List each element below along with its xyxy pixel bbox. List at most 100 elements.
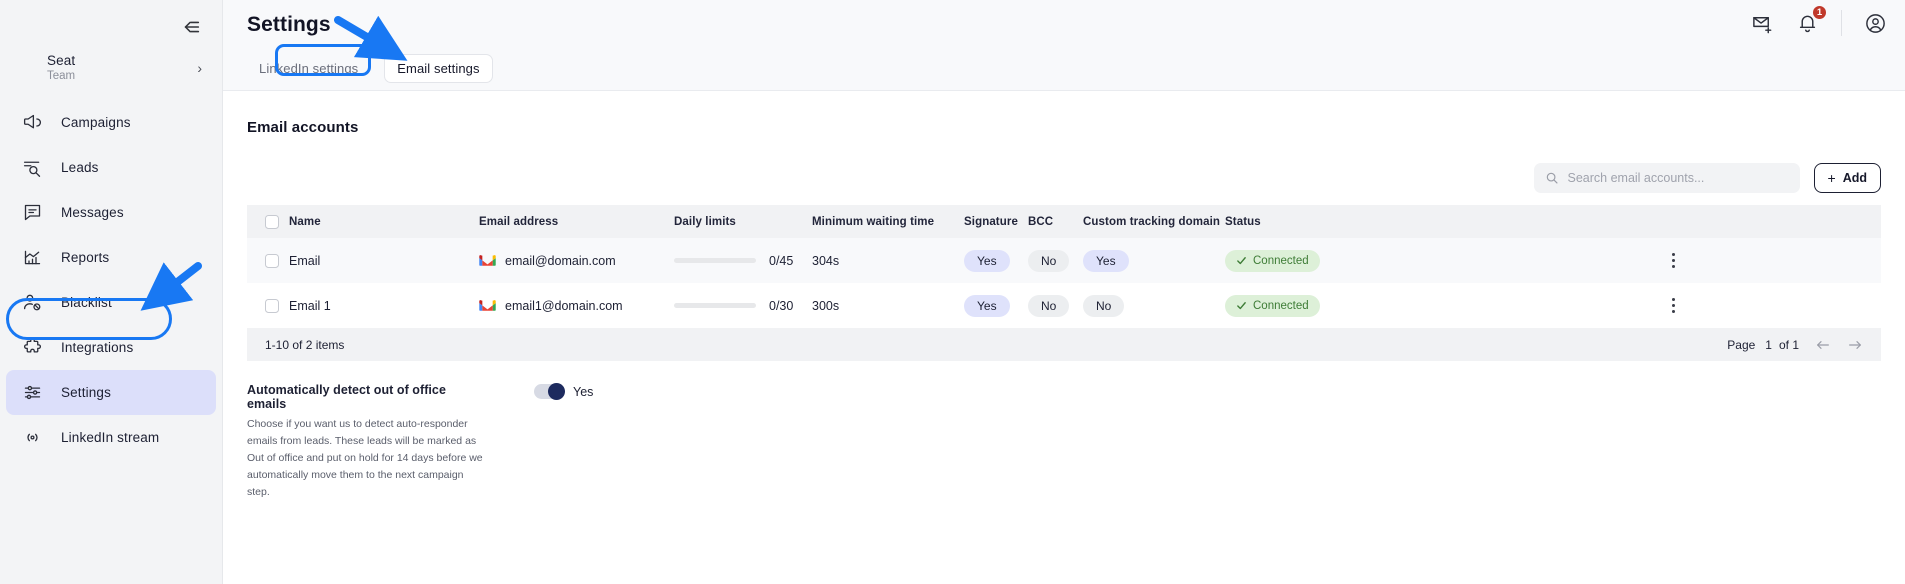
- sidebar-item-messages[interactable]: Messages: [6, 190, 216, 235]
- collapse-panel-icon[interactable]: [180, 16, 202, 38]
- toggle-label: Yes: [573, 384, 594, 399]
- check-icon: [1237, 257, 1246, 265]
- column-header-tracking-domain[interactable]: Custom tracking domain: [1083, 215, 1221, 228]
- search-icon: [1545, 171, 1559, 185]
- user-block-icon: [22, 292, 43, 313]
- seat-text: Seat Team: [47, 53, 75, 83]
- pagination: Page 1 of 1: [1727, 337, 1863, 353]
- row-checkbox[interactable]: [265, 298, 279, 313]
- sidebar-item-label: Blacklist: [61, 295, 112, 310]
- megaphone-icon: [22, 112, 43, 133]
- row-select-cell: [247, 238, 289, 283]
- sidebar-item-integrations[interactable]: Integrations: [6, 325, 216, 370]
- signature-pill[interactable]: Yes: [964, 294, 1010, 317]
- table-body: Email: [247, 238, 1881, 328]
- sidebar-nav: Campaigns Leads Messages: [0, 100, 222, 460]
- notification-badge: 1: [1812, 4, 1827, 20]
- tracking-domain-pill[interactable]: No: [1083, 294, 1125, 317]
- out-of-office-title: Automatically detect out of office email…: [247, 383, 446, 411]
- status-label: Connected: [1253, 299, 1309, 312]
- sidebar-item-label: LinkedIn stream: [61, 430, 160, 445]
- kebab-menu-icon[interactable]: [1465, 253, 1881, 268]
- header-actions: 1: [1751, 4, 1887, 36]
- add-button-label: Add: [1842, 171, 1867, 185]
- bcc-pill[interactable]: No: [1028, 249, 1070, 272]
- reports-icon: [22, 247, 43, 268]
- sidebar-item-label: Settings: [61, 385, 111, 400]
- gmail-icon: [479, 299, 496, 312]
- add-email-account-button[interactable]: + Add: [1813, 163, 1881, 193]
- sliders-icon: [22, 382, 43, 403]
- tab-email-settings[interactable]: Email settings: [384, 54, 493, 83]
- column-header-waiting-time[interactable]: Minimum waiting time: [812, 215, 935, 228]
- column-header-email[interactable]: Email address: [479, 215, 559, 228]
- notifications-bell[interactable]: 1: [1796, 4, 1827, 35]
- tracking-domain-pill[interactable]: Yes: [1083, 249, 1129, 272]
- cell-signature: Yes: [964, 283, 1028, 328]
- bell-icon: [1799, 15, 1816, 32]
- cell-status: Connected: [1225, 283, 1465, 328]
- kebab-menu-icon[interactable]: [1465, 298, 1881, 313]
- column-header-daily-limits[interactable]: Daily limits: [674, 215, 736, 228]
- table-header: Name Email address Daily limits Minimum …: [247, 205, 1881, 238]
- sidebar-item-campaigns[interactable]: Campaigns: [6, 100, 216, 145]
- mail-add-icon[interactable]: [1751, 12, 1774, 35]
- top-header: Settings LinkedIn settings Email setting…: [223, 0, 1905, 91]
- select-all-checkbox[interactable]: [265, 214, 279, 229]
- column-header-status[interactable]: Status: [1225, 215, 1261, 228]
- column-header-signature[interactable]: Signature: [964, 215, 1018, 228]
- bcc-pill[interactable]: No: [1028, 294, 1070, 317]
- seat-selector[interactable]: Seat Team ›: [0, 48, 222, 88]
- status-badge: Connected: [1225, 249, 1320, 272]
- cell-daily-limit: 0/30: [674, 283, 812, 328]
- cell-waiting-time: 304s: [812, 253, 840, 268]
- daily-limit-value: 0/30: [769, 298, 794, 313]
- page-total: of 1: [1778, 337, 1799, 352]
- arrow-right-icon[interactable]: [1838, 337, 1863, 353]
- account-avatar-icon[interactable]: [1864, 12, 1887, 35]
- cell-email-text: email1@domain.com: [505, 298, 623, 313]
- signature-pill[interactable]: Yes: [964, 249, 1010, 272]
- cell-status: Connected: [1225, 238, 1465, 283]
- sidebar-item-blacklist[interactable]: Blacklist: [6, 280, 216, 325]
- search-input[interactable]: Search email accounts...: [1567, 171, 1705, 185]
- cell-actions: [1465, 238, 1881, 283]
- cell-email-text: email@domain.com: [505, 253, 616, 268]
- out-of-office-toggle[interactable]: [534, 383, 565, 400]
- sidebar-item-label: Integrations: [61, 340, 134, 355]
- cell-email: email1@domain.com: [479, 283, 674, 328]
- search-email-accounts[interactable]: Search email accounts...: [1533, 163, 1800, 193]
- table-row[interactable]: Email 1: [247, 283, 1881, 328]
- sidebar-item-label: Campaigns: [61, 115, 131, 130]
- sidebar-item-label: Leads: [61, 160, 99, 175]
- sidebar-item-linkedin-stream[interactable]: LinkedIn stream: [6, 415, 216, 460]
- cell-email: email@domain.com: [479, 238, 674, 283]
- row-checkbox[interactable]: [265, 253, 279, 268]
- arrow-left-icon[interactable]: [1806, 337, 1831, 353]
- tab-linkedin-settings[interactable]: LinkedIn settings: [259, 61, 359, 76]
- sidebar-item-leads[interactable]: Leads: [6, 145, 216, 190]
- cell-waiting-time: 300s: [812, 298, 840, 313]
- lead-search-icon: [22, 157, 43, 178]
- toggle-knob: [548, 383, 565, 400]
- table-row[interactable]: Email: [247, 238, 1881, 283]
- page-label: Page: [1727, 337, 1756, 352]
- sidebar-item-settings[interactable]: Settings: [6, 370, 216, 415]
- page-current: 1: [1765, 337, 1772, 352]
- broadcast-icon: [22, 427, 43, 448]
- out-of-office-section: Automatically detect out of office email…: [247, 383, 1881, 501]
- email-accounts-table: Name Email address Daily limits Minimum …: [247, 205, 1881, 328]
- cell-name: Email 1: [289, 298, 331, 313]
- cell-actions: [1465, 283, 1881, 328]
- cell-tracking-domain: No: [1083, 283, 1225, 328]
- cell-bcc: No: [1028, 238, 1083, 283]
- sidebar: Seat Team › Campaigns L: [0, 0, 223, 584]
- seat-name: Seat: [47, 53, 76, 69]
- cell-tracking-domain: Yes: [1083, 238, 1225, 283]
- column-header-name[interactable]: Name: [289, 215, 321, 228]
- sidebar-item-reports[interactable]: Reports: [6, 235, 216, 280]
- header-divider: [1841, 10, 1842, 36]
- column-header-bcc[interactable]: BCC: [1028, 215, 1054, 228]
- cell-signature: Yes: [964, 238, 1028, 283]
- sidebar-item-label: Reports: [61, 250, 110, 265]
